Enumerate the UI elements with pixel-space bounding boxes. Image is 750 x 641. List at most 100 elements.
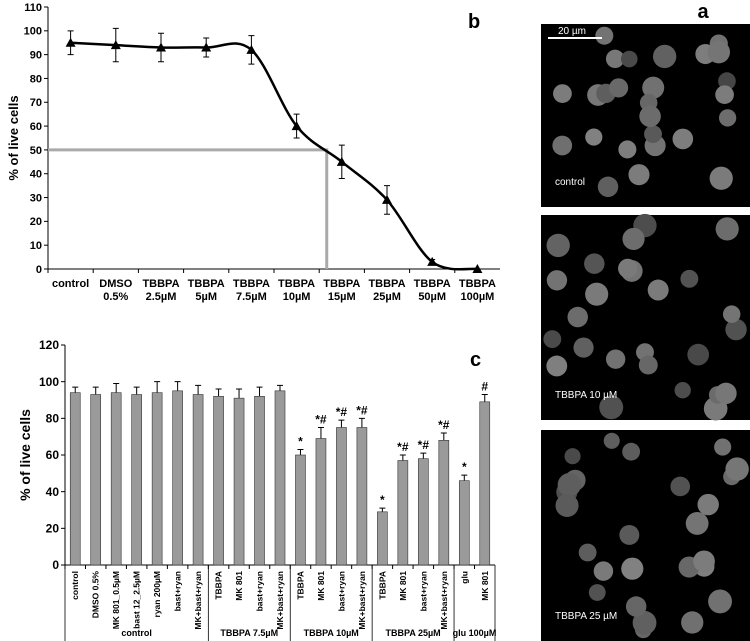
significance-mark: *# <box>397 440 409 454</box>
cell <box>628 164 650 186</box>
y-axis-label: % of live cells <box>6 95 21 180</box>
y-tick-label: 10 <box>30 240 42 252</box>
error-bar <box>215 388 222 397</box>
cell <box>585 282 609 306</box>
y-tick-label: 30 <box>30 192 42 204</box>
cell <box>593 561 614 581</box>
marker <box>336 156 347 166</box>
cell <box>584 253 605 274</box>
x-tick-label: TBBPA 7.5µM <box>233 278 270 303</box>
cell <box>620 50 638 68</box>
cell <box>567 306 588 328</box>
marker <box>291 121 302 131</box>
bar <box>274 390 286 566</box>
x-tick-label: MK+bast+ryan <box>275 571 285 630</box>
significance-mark: *# <box>418 438 430 452</box>
cell <box>603 432 620 449</box>
error-bar <box>236 388 243 399</box>
error-bar <box>297 449 304 455</box>
image-caption: TBBPA 10 µM <box>555 390 617 401</box>
bar <box>233 397 245 566</box>
group-label: TBBPA 10µM <box>304 628 359 638</box>
cell <box>718 109 737 127</box>
bar <box>295 454 306 566</box>
marker <box>156 42 166 52</box>
error-bar <box>256 386 263 397</box>
panel-label: c <box>470 349 481 371</box>
error-bar <box>358 417 365 428</box>
cell <box>725 318 747 341</box>
error-bar <box>440 432 447 441</box>
marker <box>472 264 483 273</box>
x-tick-label: control <box>52 278 89 290</box>
x-tick-label: bast 12_2.5µM <box>132 571 142 629</box>
marker <box>201 42 212 52</box>
cell <box>552 135 573 156</box>
x-tick-label: MK 801 <box>316 571 326 601</box>
cell <box>715 382 737 405</box>
cell <box>647 279 669 301</box>
bar <box>458 480 470 566</box>
bar <box>131 394 142 566</box>
x-tick-label: DMSO 0.5% <box>99 278 132 303</box>
y-tick-label: 60 <box>30 121 42 133</box>
significance-mark: # <box>481 380 488 394</box>
x-tick-label: bast+ryan <box>173 571 183 611</box>
cell <box>605 349 626 369</box>
y-tick-label: 60 <box>46 448 60 462</box>
y-tick-label: 90 <box>30 49 42 61</box>
y-tick-label: 40 <box>30 169 42 181</box>
x-tick-label: TBBPA <box>295 571 305 600</box>
error-bar <box>317 427 324 439</box>
x-tick-label: MK+bast+ryan <box>439 571 449 630</box>
cell <box>605 49 625 69</box>
cell <box>578 543 597 562</box>
bar <box>438 440 450 566</box>
cell <box>709 166 733 190</box>
cell <box>632 610 657 635</box>
bar <box>172 390 183 566</box>
cell <box>621 557 644 580</box>
cell <box>622 442 641 461</box>
cell <box>685 512 709 535</box>
scale-bar-label: 20 µm <box>558 26 586 37</box>
bar <box>418 458 429 566</box>
cell <box>618 140 637 159</box>
bar <box>110 392 122 566</box>
cell <box>557 473 582 497</box>
cell <box>670 476 691 497</box>
error-bar <box>113 383 120 393</box>
y-tick-label: 100 <box>24 26 42 38</box>
y-axis-label: % of live cells <box>17 409 33 501</box>
x-tick-label: bast+ryan <box>336 571 346 611</box>
y-tick-label: 100 <box>39 375 59 389</box>
error-bar <box>399 454 406 461</box>
bar <box>479 401 491 566</box>
cell <box>707 40 731 64</box>
marker <box>246 44 257 54</box>
x-tick-label: TBBPA 10µM <box>278 278 315 303</box>
error-bar <box>195 384 202 395</box>
cell <box>585 128 603 146</box>
x-tick-label: TBBPA 100µM <box>459 278 496 303</box>
cell <box>639 105 661 128</box>
cell <box>546 355 568 377</box>
x-tick-label: MK+bast+ryan <box>357 571 367 630</box>
reference-line <box>48 148 329 269</box>
x-tick-label: bast+ryan <box>255 571 265 611</box>
cell <box>697 493 719 516</box>
error-bar <box>72 386 79 393</box>
y-tick-label: 20 <box>30 216 42 228</box>
x-tick-label: MK 801 <box>398 571 408 601</box>
marker <box>427 256 438 266</box>
x-tick-label: TBBPA 5µM <box>188 278 225 303</box>
cell <box>555 493 579 517</box>
cell <box>618 258 638 279</box>
cell <box>644 125 662 144</box>
x-tick-label: TBBPA 25µM <box>368 278 405 303</box>
y-tick-label: 70 <box>30 97 42 109</box>
x-tick-label: TBBPA 50µM <box>414 278 451 303</box>
cell <box>687 343 710 366</box>
significance-mark: *# <box>356 403 368 417</box>
